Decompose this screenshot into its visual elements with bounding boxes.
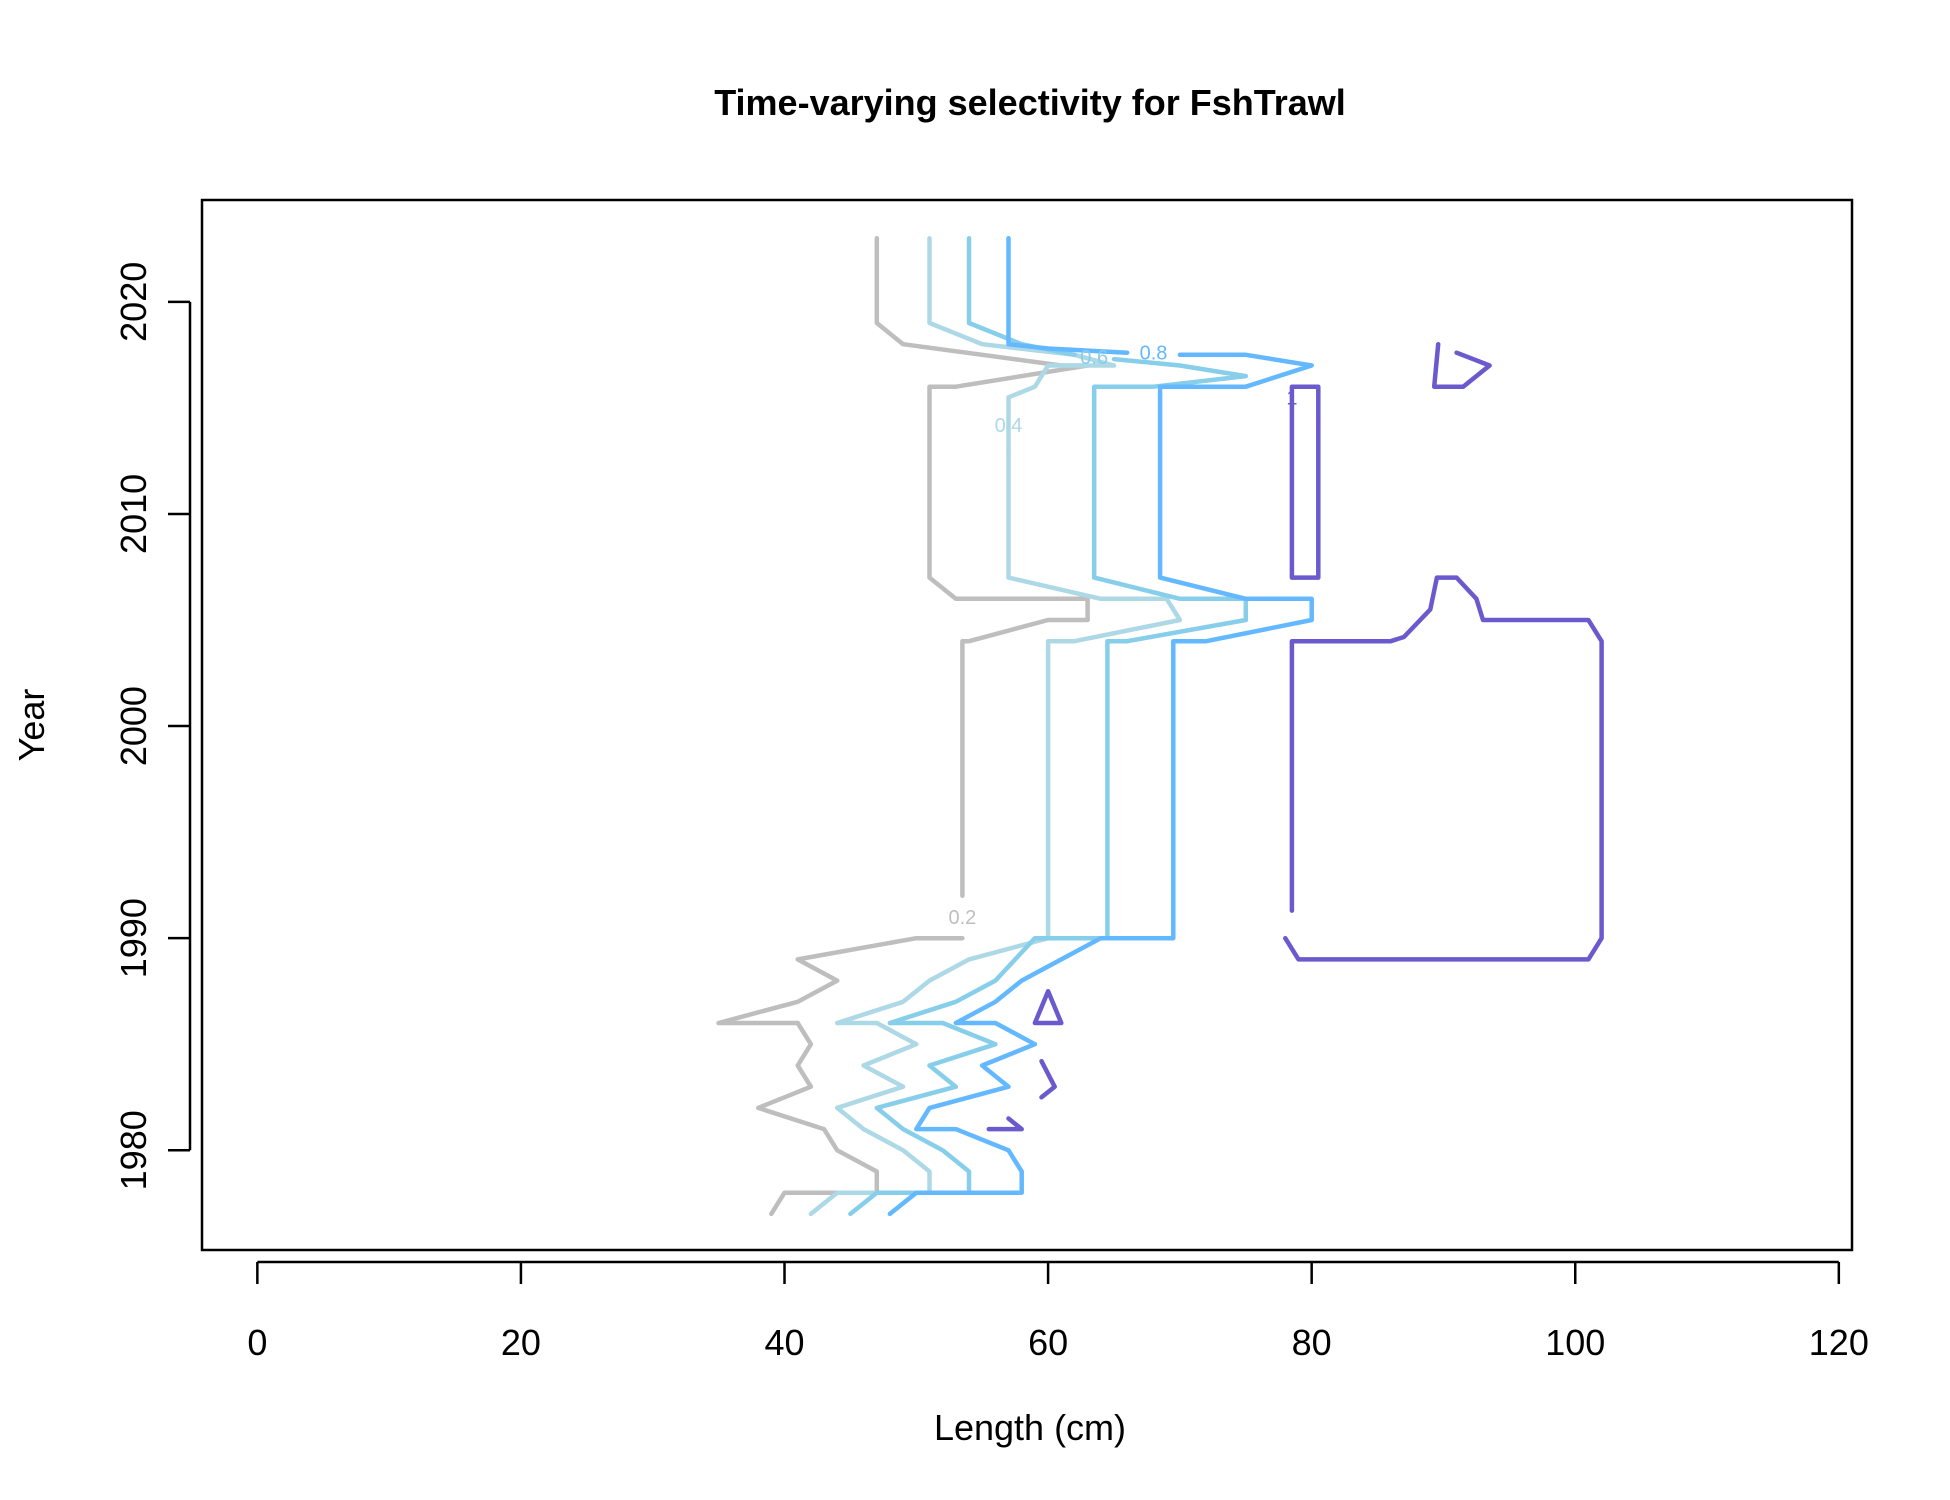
contour-line-0-6-seg-0 [966,235,1077,358]
plot-frame [200,198,1854,1252]
contour-line-0-8-seg-0 [1006,235,1130,355]
x-tick-label-80: 80 [1292,1322,1332,1363]
x-tick-label-60: 60 [1028,1322,1068,1363]
contour-line-1-seg-5 [986,1116,1024,1132]
contour-line-0-2-seg-1 [716,935,965,1217]
x-tick-label-20: 20 [501,1322,541,1363]
contour-labels: 0.2 0.4 0.6 0.8 1 [948,343,1297,929]
x-axis: 0 20 40 60 80 100 120 [247,1260,1869,1363]
y-tick-label-1980: 1980 [113,1110,154,1190]
contour-label-1: 1 [1286,387,1297,409]
y-tick-label-2000: 2000 [113,686,154,766]
contour-lines [716,235,1604,1217]
contour-line-0-4-seg-1 [808,448,1183,1217]
x-tick-label-40: 40 [764,1322,804,1363]
contour-line-1-seg-0 [1289,384,1321,580]
x-tick-label-0: 0 [247,1322,267,1363]
contour-line-1-seg-1 [1283,575,1604,962]
y-tick-label-1990: 1990 [113,898,154,978]
x-tick-label-120: 120 [1809,1322,1869,1363]
y-tick-label-2010: 2010 [113,474,154,554]
y-axis: 1980 1990 2000 2010 2020 [113,262,192,1190]
contour-line-1-seg-2 [1431,341,1492,389]
contour-label-0-6: 0.6 [1080,347,1108,369]
contour-label-0-4: 0.4 [995,415,1023,437]
contour-line-1-seg-4 [1039,1058,1057,1100]
contour-label-0-2: 0.2 [948,907,976,929]
chart-title: Time-varying selectivity for FshTrawl [714,82,1346,123]
contour-line-1-seg-3 [1032,988,1064,1026]
contour-line-0-8-seg-1 [887,352,1314,1217]
contour-line-0-2-seg-0 [874,235,1090,899]
x-tick-label-100: 100 [1545,1322,1605,1363]
contour-label-0-8: 0.8 [1140,343,1168,365]
y-axis-label: Year [11,689,52,762]
y-tick-label-2020: 2020 [113,262,154,342]
contour-line-0-4-seg-0 [927,235,1117,453]
x-axis-label: Length (cm) [934,1407,1126,1448]
contour-line-0-6-seg-1 [848,356,1249,1217]
